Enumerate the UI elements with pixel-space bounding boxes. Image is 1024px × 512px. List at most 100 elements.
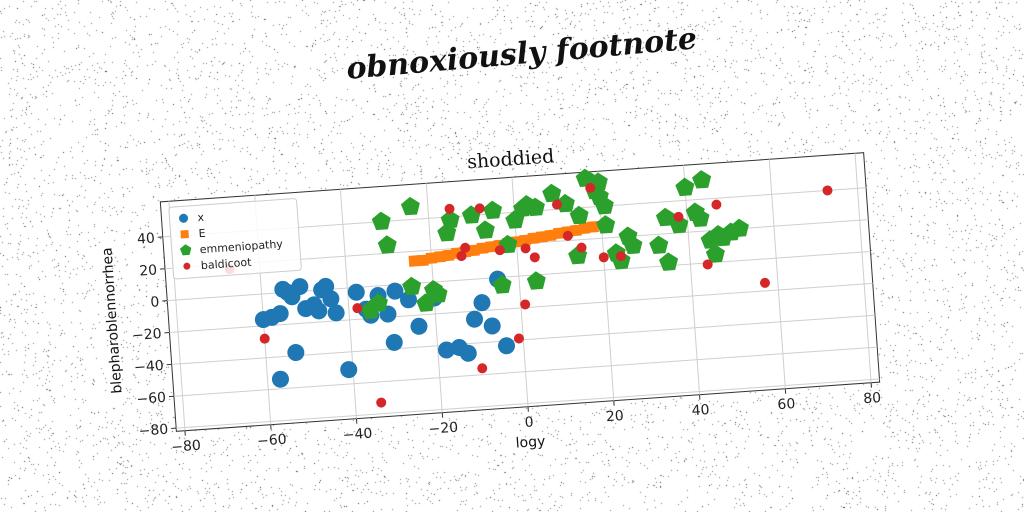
series-1-point [347,283,365,301]
series-3-point [675,177,695,197]
series-3-point [669,214,689,234]
series-1-point [400,291,418,309]
y-grid-line [176,378,880,429]
series-3-point [492,275,512,294]
series-3-point [659,252,679,271]
series-1-point [287,344,305,362]
series-3-point [371,211,391,231]
series-1-point [386,282,404,300]
y-tick-label: 0 [150,294,160,311]
series-3-point [526,271,546,290]
series-3-point [569,205,589,225]
legend-marker [179,213,189,223]
series-3-point [483,200,503,220]
series-3-point [377,235,397,254]
y-tick-label: −60 [136,390,167,408]
series-4-point [551,199,562,210]
series-4-point [376,397,387,408]
series-4-point [259,333,270,344]
legend-label: emmeniopathy [199,237,283,256]
series-1-point [322,290,340,308]
series-4 [224,182,833,408]
series-4-point [460,242,471,253]
y-tick-label: 20 [139,262,158,279]
series-4-point [598,252,609,263]
legend-marker [179,244,192,256]
series-3-point [649,235,669,254]
series-4-point [513,333,524,344]
series-2-point [587,220,599,233]
x-grid-line [854,153,872,383]
series-1-point [271,305,289,323]
y-tick-label: −80 [138,422,169,440]
series-4-point [520,243,531,254]
x-tick-label: −20 [428,420,459,438]
legend-label: x [197,211,205,224]
x-tick-label: 0 [524,414,534,431]
series-4-point [673,211,684,222]
x-grid-line [339,189,357,419]
x-grid-line [768,159,786,389]
x-axis-label: logy [515,434,546,452]
series-1-point [473,294,491,312]
series-1-point [340,361,358,379]
series-3-point [402,276,422,296]
y-axis-ticks: −80 −60 −40 −20 0 20 40 [132,230,177,440]
x-tick-label: 60 [777,396,796,413]
series-4-point [615,251,626,262]
legend-label: E [198,227,206,240]
series-1-point [437,341,455,359]
series-3-point [400,196,420,216]
series-3-point [596,215,616,234]
legend-label: baldicoot [200,256,252,273]
series-3-point [525,197,545,217]
series-3-point [690,208,710,228]
series-4-point [711,199,722,210]
series-1-point [483,317,501,335]
x-tick-label: 20 [605,408,624,425]
series-4-point [477,363,488,374]
series-3-point [623,235,643,255]
x-tick-label: −80 [171,438,202,456]
legend-box [168,198,302,280]
series-4-point [702,259,713,270]
series-1-point [465,310,483,328]
y-grid-line [173,346,878,397]
series-3-point [475,220,495,239]
series-1-point [498,337,516,355]
series-1-point [271,370,289,388]
series-3-point [692,170,712,189]
series-3-point [705,244,725,263]
series-1-point [410,317,428,335]
series-4-point [474,203,485,214]
legend-marker [180,229,189,239]
x-grid-line [683,165,701,395]
series-3-point [440,210,460,229]
series-3 [360,168,749,319]
series-3-point [594,196,614,215]
series-3-point [542,183,562,203]
chart-title: shoddied [466,145,555,173]
x-tick-label: 80 [863,390,882,407]
series-4-point [520,299,531,310]
series-1-point [327,304,345,322]
series-1-point [385,333,403,351]
series-4-point [352,303,363,314]
series-4-point [576,242,587,253]
x-tick-label: −40 [342,426,373,444]
legend-marker [183,262,191,270]
series-4-point [444,203,455,214]
series-3-point [428,284,448,303]
x-axis-ticks: −80 −60 −40 −20 0 20 40 60 80 [171,382,882,456]
y-tick-label: 40 [137,230,156,247]
series-4-point [759,277,770,288]
series-1-point [291,278,309,296]
y-tick-label: −40 [134,358,165,376]
x-tick-label: 40 [691,402,710,419]
data-marks [224,168,833,408]
series-4-point [529,252,540,263]
y-tick-label: −20 [132,326,163,344]
x-tick-label: −60 [257,432,288,450]
